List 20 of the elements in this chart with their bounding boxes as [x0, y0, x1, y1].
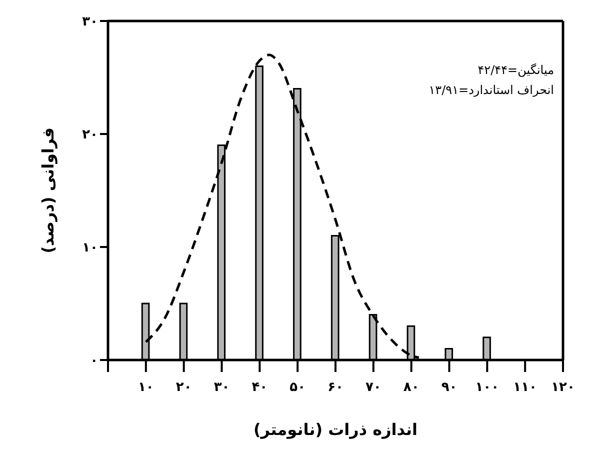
x-tick-label: ۱۰ — [138, 380, 154, 396]
y-tick-label: ۱۰ — [82, 240, 98, 256]
x-tick-label: ۳۰ — [214, 380, 230, 396]
annotation: انحراف استاندارد=۱۳/۹۱ — [428, 82, 554, 99]
x-axis-title: اندازه ذرات (نانومتر) — [253, 420, 418, 439]
y-axis-title: فراوانی (درصد) — [38, 128, 58, 254]
x-tick-label: ۸۰ — [403, 380, 420, 396]
x-tick-label: ۴۰ — [252, 380, 268, 396]
x-tick-label: ۷۰ — [365, 380, 382, 396]
x-tick-label: ۱۰۰ — [475, 380, 500, 396]
x-tick-label: ۱۲۰ — [551, 380, 575, 396]
y-tick-label: ۳۰ — [82, 14, 98, 30]
x-tick-label: ۲۰ — [176, 380, 192, 396]
y-tick-label: ۰ — [90, 354, 98, 369]
x-tick-label: ۱۱۰ — [513, 380, 537, 396]
y-tick-label: ۲۰ — [82, 128, 98, 143]
x-tick-label: ۶۰ — [328, 380, 344, 396]
x-tick-label: ۵۰ — [290, 380, 306, 396]
annotation: میانگین=۴۲/۴۴ — [476, 62, 554, 79]
x-tick-label: ۹۰ — [441, 380, 458, 396]
